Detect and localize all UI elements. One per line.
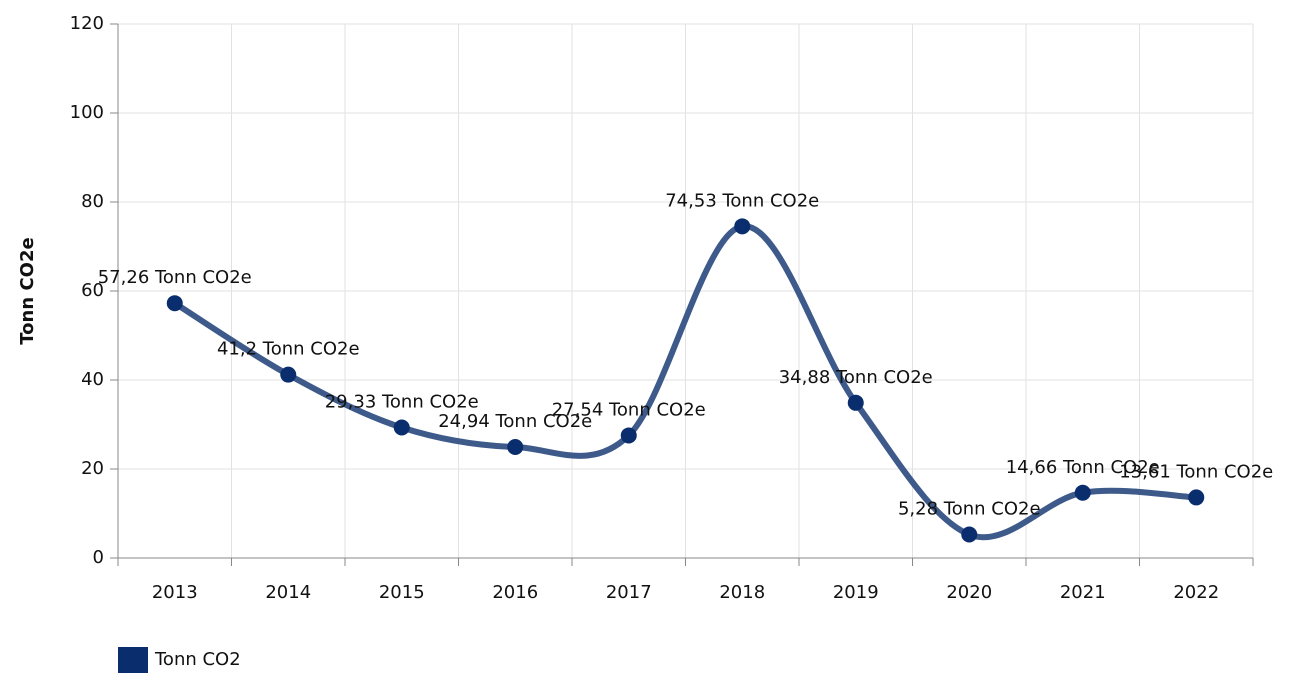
x-tick-label: 2021	[1060, 582, 1106, 603]
point	[166, 295, 183, 312]
point	[620, 427, 637, 444]
x-tick-label: 2013	[152, 582, 198, 603]
data-label: 5,28 Tonn CO2e	[898, 499, 1041, 520]
data-label: 74,53 Tonn CO2e	[665, 190, 819, 211]
x-tick-label: 2016	[492, 582, 538, 603]
y-axis-label: Tonn CO2e	[17, 237, 38, 344]
point	[280, 366, 297, 383]
x-tick-label: 2022	[1173, 582, 1219, 603]
y-tick-label: 100	[70, 102, 104, 123]
line	[171, 223, 1200, 541]
legend-label: Tonn CO2	[154, 649, 241, 670]
x-tick-label: 2019	[833, 582, 879, 603]
y-tick-label: 80	[81, 191, 104, 212]
data-label: 13,61 Tonn CO2e	[1119, 461, 1273, 482]
y-tick-label: 120	[70, 13, 104, 34]
data-label: 34,88 Tonn CO2e	[779, 367, 933, 388]
x-tick-label: 2017	[606, 582, 652, 603]
data-label: 57,26 Tonn CO2e	[98, 267, 252, 288]
data-label: 41,2 Tonn CO2e	[217, 339, 360, 360]
data-label: 24,94 Tonn CO2e	[438, 411, 592, 432]
y-tick-label: 20	[81, 458, 104, 479]
legend-swatch	[118, 647, 148, 673]
point	[847, 394, 864, 411]
y-tick-label: 0	[93, 547, 104, 568]
data-label: 14,66 Tonn CO2e	[1006, 457, 1160, 478]
y-tick-label: 40	[81, 369, 104, 390]
x-tick-label: 2020	[946, 582, 992, 603]
point	[507, 439, 524, 456]
x-tick-label: 2015	[379, 582, 425, 603]
data-label: 27,54 Tonn CO2e	[552, 399, 706, 420]
point	[1074, 484, 1091, 501]
point	[961, 526, 978, 543]
data-label: 29,33 Tonn CO2e	[325, 391, 479, 412]
point	[393, 419, 410, 436]
point	[734, 218, 751, 235]
point	[1188, 489, 1205, 506]
x-tick-label: 2018	[719, 582, 765, 603]
y-tick-label: 60	[81, 280, 104, 301]
x-tick-label: 2014	[265, 582, 311, 603]
